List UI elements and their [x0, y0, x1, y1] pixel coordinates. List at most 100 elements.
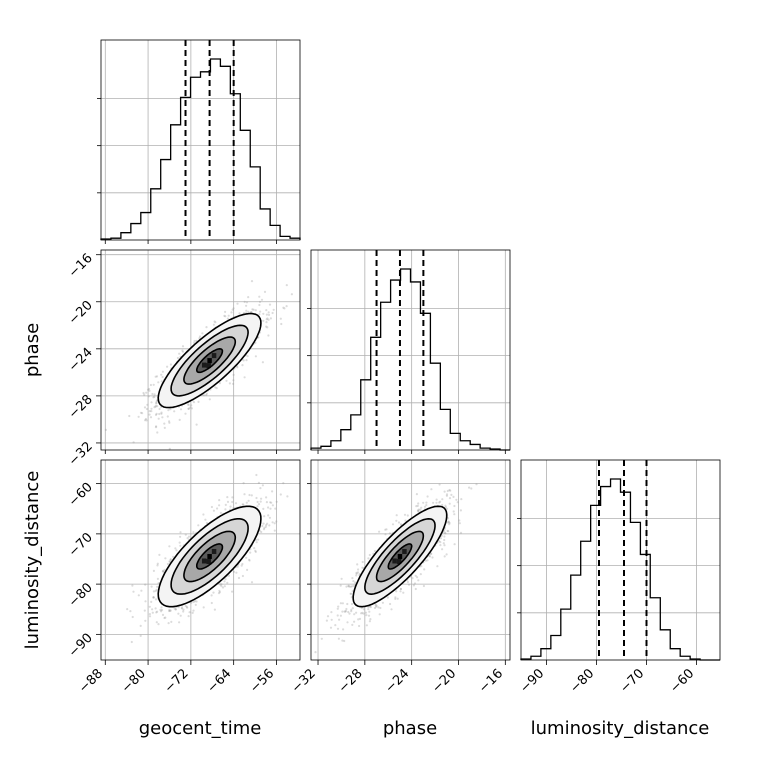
scatter-point	[285, 284, 288, 287]
scatter-point	[282, 482, 285, 485]
scatter-point	[232, 379, 235, 382]
scatter-point	[341, 602, 344, 605]
scatter-point	[192, 609, 195, 612]
scatter-point	[181, 345, 185, 348]
scatter-point	[166, 415, 169, 418]
scatter-point	[143, 406, 147, 409]
scatter-point	[148, 615, 152, 618]
contour-line	[364, 517, 436, 596]
scatter-point	[350, 596, 353, 599]
scatter-point	[169, 558, 172, 562]
panel-frame	[100, 249, 301, 451]
scatter-point	[182, 608, 185, 611]
scatter-point	[195, 339, 198, 342]
scatter-point	[425, 501, 428, 504]
scatter-point	[152, 596, 155, 599]
scatter-point	[156, 564, 159, 567]
scatter-point	[399, 590, 402, 593]
scatter-point	[163, 568, 166, 572]
scatter-point	[247, 296, 250, 299]
scatter-point	[245, 556, 248, 559]
scatter-point	[413, 582, 417, 585]
scatter-point	[259, 487, 262, 490]
scatter-point	[373, 549, 376, 553]
scatter-point	[430, 488, 433, 491]
scatter-point	[186, 403, 189, 406]
scatter-point	[217, 592, 221, 595]
scatter-point	[256, 500, 259, 504]
scatter-point	[374, 604, 377, 607]
scatter-point	[169, 363, 172, 366]
scatter-point	[347, 584, 350, 587]
scatter-point	[221, 586, 225, 589]
scatter-point	[368, 620, 371, 623]
scatter-point	[420, 506, 423, 509]
scatter-point	[271, 490, 274, 493]
scatter-point	[351, 577, 354, 580]
scatter-point	[250, 494, 253, 497]
scatter-point	[261, 524, 264, 528]
scatter-point	[178, 621, 181, 624]
scatter-point	[265, 313, 268, 316]
scatter-point	[444, 506, 447, 509]
scatter-point	[150, 407, 153, 410]
scatter-point	[223, 314, 226, 317]
scatter-point	[336, 627, 340, 630]
scatter-point	[160, 380, 163, 383]
scatter-point	[220, 585, 223, 588]
scatter-point	[353, 620, 356, 623]
scatter-point	[417, 510, 420, 513]
scatter-point	[375, 604, 378, 607]
scatter-point	[152, 596, 155, 599]
scatter-point	[220, 583, 223, 586]
scatter-point	[243, 493, 246, 496]
scatter-point	[158, 407, 161, 411]
scatter-point	[242, 482, 245, 485]
density-core	[397, 553, 403, 559]
panel-background	[311, 250, 510, 450]
scatter-point	[152, 396, 155, 399]
scatter-point	[448, 497, 452, 500]
scatter-point	[224, 310, 227, 313]
scatter-point	[164, 557, 167, 560]
scatter-point	[231, 496, 234, 499]
scatter-point	[271, 504, 274, 507]
scatter-point	[191, 611, 194, 615]
scatter-point	[353, 613, 356, 616]
contour-line	[375, 530, 425, 583]
scatter-point	[155, 412, 158, 415]
scatter-point	[205, 521, 208, 525]
histogram-phase	[310, 268, 510, 451]
x-axis-label-phase: phase	[383, 718, 437, 739]
scatter-point	[448, 488, 451, 492]
scatter-point	[355, 574, 358, 577]
scatter-point	[356, 563, 359, 566]
x-tick-label-phase: −16	[476, 666, 506, 696]
scatter-point	[168, 421, 171, 424]
scatter-point	[155, 400, 158, 403]
scatter-point	[265, 496, 268, 499]
scatter-point	[349, 585, 353, 588]
scatter-point	[232, 373, 235, 376]
histogram-geocent-time	[100, 58, 301, 240]
scatter-point	[139, 634, 142, 638]
scatter-point	[330, 618, 333, 621]
scatter-point	[350, 608, 353, 611]
scatter-point	[184, 604, 187, 608]
scatter-point	[202, 606, 205, 609]
scatter-point	[218, 589, 221, 592]
scatter-point	[263, 290, 267, 293]
scatter-point	[177, 612, 180, 615]
scatter-point	[422, 584, 425, 588]
scatter-point	[213, 320, 216, 323]
scatter-point	[142, 391, 145, 395]
scatter-point	[132, 441, 135, 444]
scatter-point	[246, 568, 249, 572]
scatter-point	[151, 611, 154, 614]
scatter-point	[166, 365, 169, 368]
x-tick-label-geocent-time: −88	[76, 666, 106, 696]
scatter-point	[156, 585, 159, 588]
scatter-point	[197, 400, 200, 403]
scatter-point	[345, 585, 348, 588]
scatter-point	[267, 506, 270, 509]
